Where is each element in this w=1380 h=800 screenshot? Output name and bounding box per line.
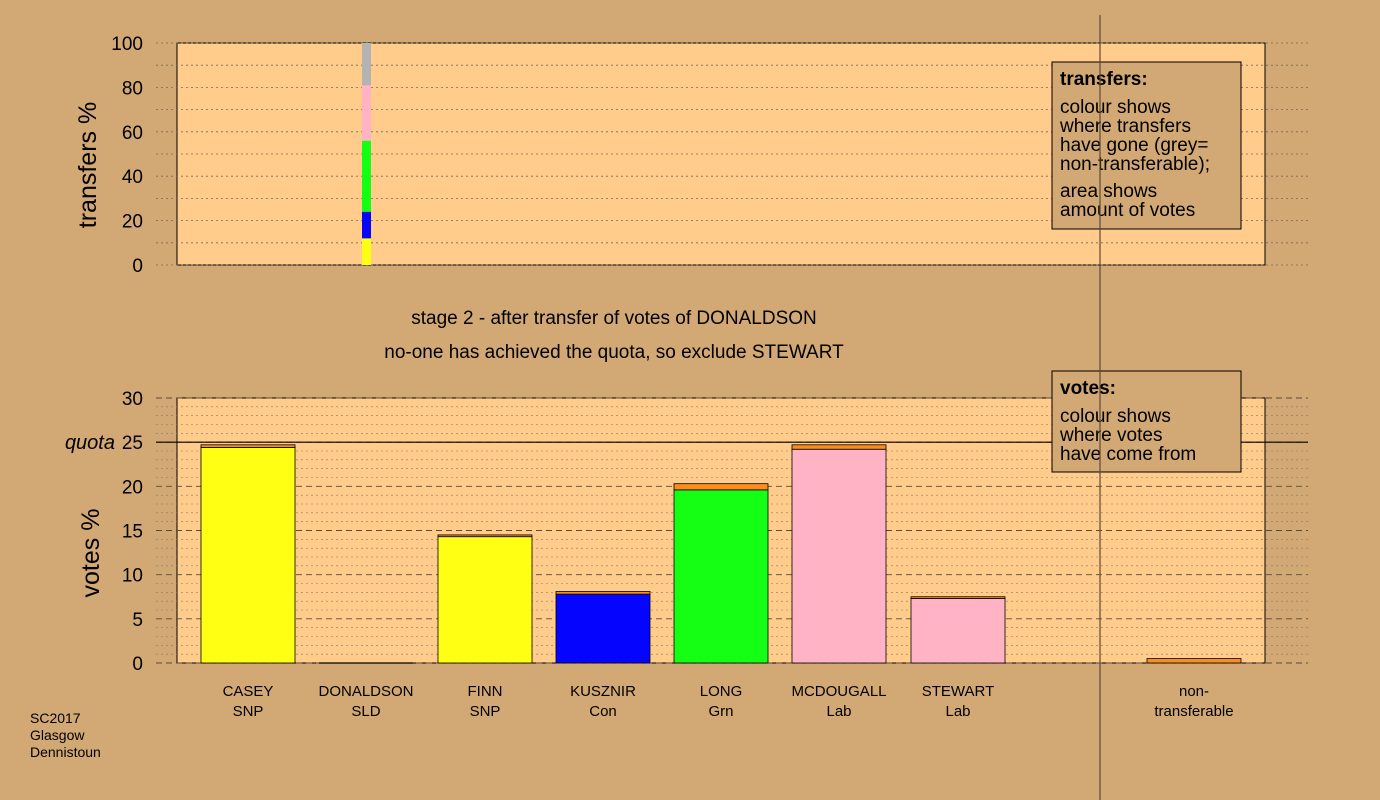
legend-transfers-line: colour shows <box>1060 97 1171 118</box>
vote-bar-base <box>200 447 296 664</box>
transfers-segment <box>362 85 371 141</box>
votes-y-tick-label: 25 <box>122 433 143 454</box>
footer-line: Dennistoun <box>30 744 101 760</box>
votes-y-tick-label: 5 <box>132 610 143 631</box>
transfers-y-tick-label: 20 <box>122 212 143 233</box>
candidate-label: non- <box>1179 683 1209 700</box>
vote-bar-base <box>437 536 533 664</box>
footer-line: SC2017 <box>30 710 81 726</box>
legend-votes-line: have come from <box>1060 444 1196 465</box>
votes-y-tick-label: 20 <box>122 477 143 498</box>
transfers-y-axis-label: transfers % <box>74 102 102 228</box>
vote-bar-transfer <box>200 444 296 448</box>
votes-candidate-labels: CASEY SNP DONALDSON SLD FINN SNP KUSZNIR Con LON… <box>223 683 1234 720</box>
transfers-y-tick-label: 60 <box>122 123 143 144</box>
transfers-y-ticks: 0 20 40 60 80 100 <box>111 34 143 277</box>
votes-y-tick-label: 0 <box>132 654 143 675</box>
vote-bar-transfer <box>910 596 1006 599</box>
candidate-label: Grn <box>708 703 733 720</box>
votes-y-axis-label: votes % <box>77 509 105 598</box>
votes-y-ticks: 0 5 10 15 20 25 30 <box>122 389 143 675</box>
votes-bars <box>200 444 1242 664</box>
candidate-label: STEWART <box>922 683 995 700</box>
legend-transfers-line: non-transferable); <box>1060 154 1210 175</box>
candidate-label: MCDOUGALL <box>791 683 886 700</box>
candidate-label: Lab <box>826 703 851 720</box>
legend-votes: votes: colour shows where votes have com… <box>1051 370 1242 473</box>
transfers-y-tick-label: 0 <box>132 256 143 277</box>
vote-bar-transfer <box>437 534 533 538</box>
vote-bar-base <box>791 448 887 664</box>
caption-stage: stage 2 - after transfer of votes of DON… <box>411 308 817 329</box>
caption-exclude: no-one has achieved the quota, so exclud… <box>384 342 844 363</box>
legend-transfers-title: transfers: <box>1060 69 1148 90</box>
legend-votes-line: colour shows <box>1060 406 1171 427</box>
candidate-label: KUSZNIR <box>570 683 636 700</box>
vote-bar-transfer <box>673 483 769 491</box>
quota-label: quota <box>65 432 115 454</box>
legend-transfers-line: area shows <box>1060 181 1157 202</box>
candidate-label: FINN <box>468 683 503 700</box>
candidate-label: LONG <box>700 683 743 700</box>
vote-bar-transfer <box>1146 658 1242 664</box>
candidate-label: Con <box>589 703 617 720</box>
votes-y-tick-label: 30 <box>122 389 143 410</box>
vote-bar-base <box>673 489 769 664</box>
legend-votes-box <box>1051 370 1242 473</box>
transfers-stacked-column <box>362 43 371 265</box>
candidate-label: SLD <box>351 703 380 720</box>
legend-transfers: transfers: colour shows where transfers … <box>1051 61 1242 230</box>
vote-bar-base <box>555 593 651 664</box>
transfers-y-tick-label: 80 <box>122 78 143 99</box>
legend-transfers-box <box>1051 61 1242 230</box>
legend-votes-line: where votes <box>1059 425 1162 446</box>
candidate-label: transferable <box>1154 703 1233 720</box>
votes-y-tick-label: 10 <box>122 566 143 587</box>
vote-bar-transfer <box>555 591 651 595</box>
transfers-segment <box>362 238 371 265</box>
footer-line: Glasgow <box>30 727 85 743</box>
vote-bar-transfer <box>791 444 887 450</box>
candidate-label: SNP <box>470 703 501 720</box>
transfers-segment <box>362 140 371 212</box>
legend-transfers-line: where transfers <box>1059 116 1191 137</box>
transfers-segment <box>362 43 371 86</box>
candidate-label: SNP <box>233 703 264 720</box>
legend-votes-title: votes: <box>1060 378 1116 399</box>
votes-y-tick-label: 15 <box>122 522 143 543</box>
candidate-label: Lab <box>945 703 970 720</box>
transfers-y-tick-label: 40 <box>122 167 143 188</box>
legend-transfers-line: have gone (grey= <box>1060 135 1208 156</box>
transfers-y-tick-label: 100 <box>111 34 143 55</box>
transfers-segment <box>362 211 371 239</box>
vote-bar-base <box>910 598 1006 664</box>
candidate-label: CASEY <box>223 683 274 700</box>
legend-transfers-line: amount of votes <box>1060 200 1195 221</box>
candidate-label: DONALDSON <box>318 683 413 700</box>
